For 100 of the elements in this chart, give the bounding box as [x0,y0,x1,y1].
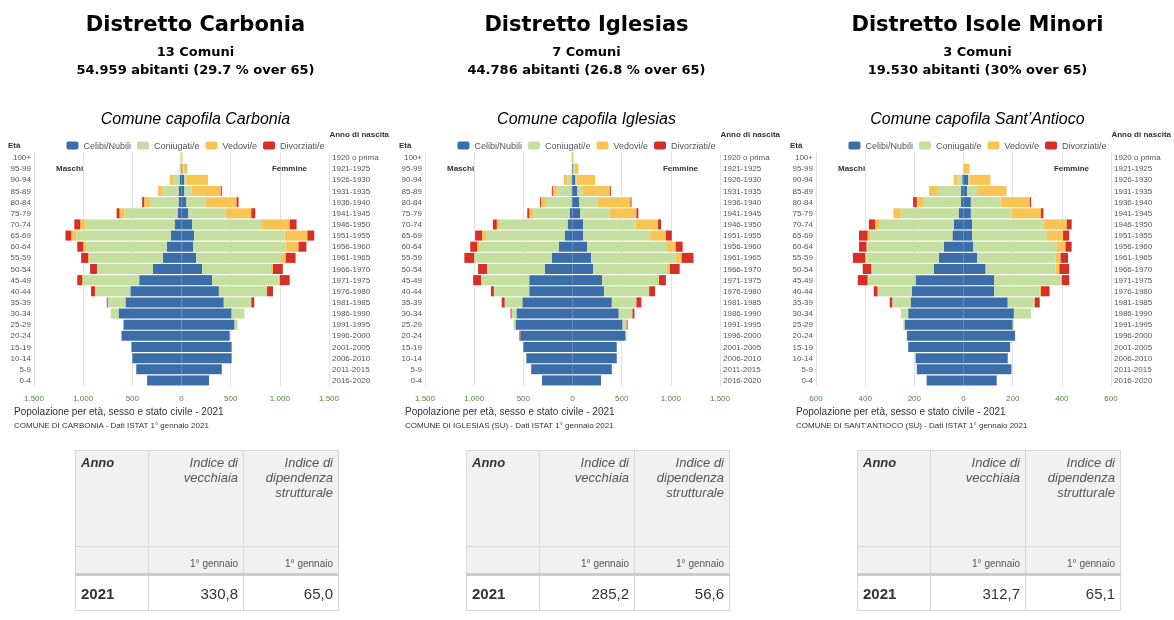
bar [963,163,970,174]
text: Indice di dipendenza strutturale [634,450,730,547]
y2-tick-label: 1936-1940 [332,197,371,207]
bar [80,219,86,230]
y2-tick-label: 1941-1945 [332,208,371,218]
legend-label: Vedovi/e [1004,140,1040,151]
bar [1013,308,1032,319]
text: Comune capofila Iglesias [496,110,677,128]
bar [916,197,923,208]
bar [307,230,315,241]
bar [251,297,255,308]
y-tick-label: 20-24 [401,331,423,341]
y2-tick-label: 2001-2005 [1114,342,1153,352]
text: Comune capofila Sant’Antioco [869,110,1086,128]
y2-tick-label: 1931-1935 [723,186,762,196]
y2-tick-label: 1946-1950 [1114,219,1153,229]
bar [144,197,151,208]
y-tick-label: 90-94 [401,175,423,185]
y2-tick-label: 1921-1925 [1114,164,1153,174]
y2-tick-label: 1986-1990 [332,309,371,319]
x-tick-label: 500 [614,393,629,403]
y2-tick-label: 1920 o prima [332,153,380,163]
y-tick-label: 35-39 [401,297,423,307]
bar [492,219,497,230]
y2-tick-label: 2016-2020 [332,375,371,385]
y2-tick-label: 1961-1965 [1114,253,1153,263]
y2-tick-label: 1981-1985 [332,297,371,307]
y2-tick-label: 2011-2015 [332,364,371,374]
bar [1043,219,1067,230]
text: 1° gennaio [148,546,244,575]
bar [1034,297,1040,308]
legend-label: Coniugati/e [153,140,200,151]
chart-subtitle: 3 Comuni 19.530 abitanti (30% over 65) [867,43,1088,77]
text: Anno [466,450,540,547]
y-tick-label: 30-34 [792,309,814,319]
y-axis-title: Età [790,141,803,150]
y2-tick-label: 1986-1990 [1114,309,1153,319]
y2-tick-label: 1946-1950 [332,219,371,229]
y2-tick-label: 1961-1965 [332,253,371,263]
y2-tick-label: 1920 o prima [1114,153,1162,163]
y2-tick-label: 2006-2010 [723,353,762,363]
y2-tick-label: 1966-1970 [1114,264,1153,274]
x-tick-label: 1.000 [269,393,291,403]
text: 1° gennaio [243,546,339,575]
y-tick-label: 100+ [794,153,814,163]
text: 330,8 [148,574,244,611]
y-tick-label: 95-99 [10,164,32,174]
y-tick-label: 50-54 [401,264,423,274]
bar [91,286,95,297]
y2-tick-label: 1971-1975 [332,275,371,285]
y2-tick-label: 1941-1945 [723,208,762,218]
bar [552,185,557,197]
annotation: Femmine [271,164,307,173]
text: Indice di dipendenza strutturale [243,450,339,547]
bar [658,219,661,230]
x-tick-label: 400 [1055,393,1070,403]
y2-tick-label: 2016-2020 [723,375,762,385]
y-tick-label: 60-64 [401,242,423,252]
bar [665,230,672,241]
y-tick-label: 90-94 [792,175,814,185]
bar [875,219,880,230]
chart-subtitle: 13 Comuni 54.959 abitanti (29.7 % over 65) [76,43,315,77]
text: 65,0 [243,574,339,611]
y-tick-label: 40-44 [792,286,814,296]
bar [251,208,256,219]
y-tick-label: 80-84 [10,197,32,207]
x-tick-label: 500 [223,393,238,403]
y2-tick-label: 1966-1970 [332,264,371,274]
x-tick-label: 200 [907,393,922,403]
text: 2021 [466,574,540,611]
x-tick-label: 0 [179,393,185,403]
x-tick-label: 400 [858,393,873,403]
y2-tick-label: 1956-1960 [723,242,762,252]
y-tick-label: 65-69 [10,231,32,241]
x-tick-label: 0 [570,393,576,403]
bar [280,252,286,263]
y2-tick-label: 1941-1945 [1114,208,1153,218]
bar [563,174,568,185]
y-tick-label: 70-74 [10,219,32,229]
text: 2021 [75,574,149,611]
y2-tick-label: 1956-1960 [332,242,371,252]
y2-tick-label: 1971-1975 [1114,275,1153,285]
y-tick-label: 80-84 [792,197,814,207]
y-tick-label: 85-89 [401,186,423,196]
text: Anno [857,450,931,547]
x-tick-label: 500 [125,393,140,403]
legend-label: Divorziati/e [671,140,716,151]
bar [490,286,494,297]
y-tick-label: 75-79 [10,208,32,218]
y-tick-label: 100+ [12,153,32,163]
y-tick-label: 90-94 [10,175,32,185]
y-tick-label: 65-69 [401,231,423,241]
y-tick-label: 60-64 [10,242,32,252]
bar [110,308,119,319]
y-tick-label: 15-19 [792,342,814,352]
bar [893,208,901,219]
y2-tick-label: 1931-1935 [1114,186,1153,196]
y2-tick-label: 1981-1985 [1114,297,1153,307]
x-tick-label: 1.000 [73,393,94,403]
bar [169,174,174,185]
